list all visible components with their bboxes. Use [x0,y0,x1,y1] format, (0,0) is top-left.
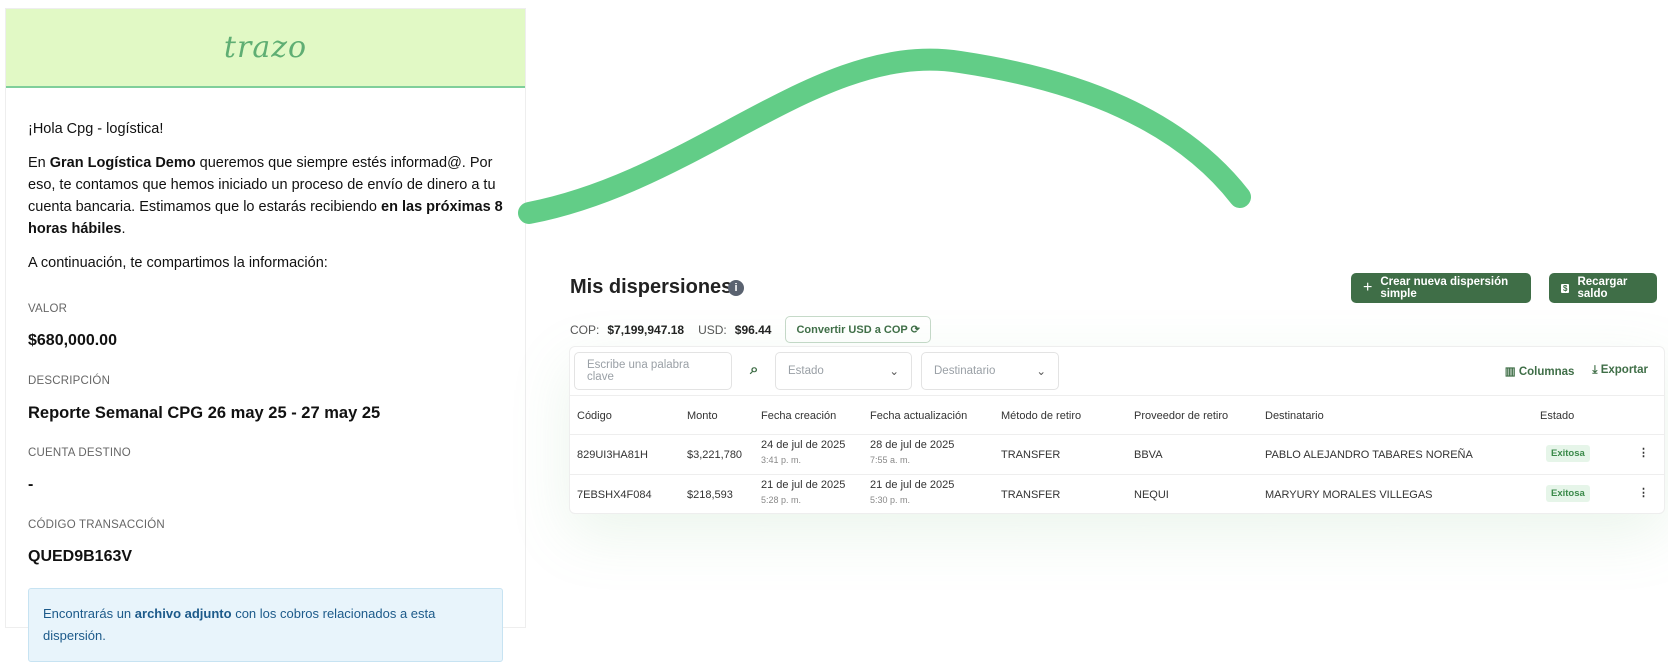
cell-proveedor: BBVA [1134,449,1163,461]
col-header[interactable]: Fecha creación [761,410,837,422]
cell-creacion: 21 de jul de 2025 5:28 p. m. [761,479,846,505]
search-input[interactable]: Escribe una palabra clave [574,352,732,390]
cell-monto: $218,593 [687,489,733,501]
field-label: VALOR [28,303,68,315]
field-label: DESCRIPCIÓN [28,375,111,387]
col-header[interactable]: Código [577,410,612,422]
page-title: Mis dispersiones [570,276,733,298]
more-options-icon[interactable]: ⋮ [1638,487,1649,499]
balances: COP: $7,199,947.18 USD: $96.44 Convertir U… [570,316,931,343]
create-dispersion-button[interactable]: + Crear nueva dispersión simple [1351,273,1531,303]
decorative-curve [518,48,1251,224]
col-header[interactable]: Proveedor de retiro [1134,410,1229,422]
cell-destinatario: PABLO ALEJANDRO TABARES NOREÑA [1265,449,1473,461]
search-icon[interactable]: ⌕ [750,361,759,378]
col-header[interactable]: Método de retiro [1001,410,1082,422]
cell-metodo: TRANSFER [1001,449,1061,461]
status-badge: Exitosa [1546,445,1590,462]
cell-monto: $3,221,780 [687,449,743,461]
col-header[interactable]: Monto [687,410,718,422]
field-value: Reporte Semanal CPG 26 may 25 - 27 may 2… [28,404,381,422]
col-header[interactable]: Estado [1540,410,1575,422]
greeting: ¡Hola Cpg - logística! [28,121,164,137]
trazo-logo: trazo [223,30,308,65]
columns-icon: ▥ [1504,366,1516,378]
field-value: - [28,476,34,493]
dispersions-table: Escribe una palabra clave ⌕ Estado ⌄ Dest… [569,346,1665,514]
convert-usd-button[interactable]: Convertir USD a COP ⟳ [785,316,931,343]
table-row[interactable]: 7EBSHX4F084 $218,593 21 de jul de 2025 5:… [570,475,1664,514]
table-row[interactable]: 829UI3HA81H $3,221,780 24 de jul de 2025… [570,435,1664,474]
chevron-down-icon: ⌄ [1036,366,1046,378]
field-label: CUENTA DESTINO [28,447,131,459]
destinatario-filter[interactable]: Destinatario ⌄ [921,352,1059,390]
info-icon[interactable]: i [728,280,744,296]
intro-text: En Gran Logística Demo queremos que siem… [28,155,503,237]
col-header[interactable]: Fecha actualización [870,410,968,422]
cell-creacion: 24 de jul de 2025 3:41 p. m. [761,439,846,465]
exchange-icon: ⟳ [910,324,920,336]
email-header: trazo [6,9,525,88]
columns-button[interactable]: ▥ Columnas [1504,366,1575,378]
col-header[interactable]: Destinatario [1265,410,1324,422]
cell-proveedor: NEQUI [1134,489,1169,501]
download-icon: ⤓ [1592,364,1598,376]
cell-destinatario: MARYURY MORALES VILLEGAS [1265,489,1433,501]
cash-icon: $ [1561,283,1570,293]
more-options-icon[interactable]: ⋮ [1638,447,1649,459]
cell-codigo: 7EBSHX4F084 [577,489,652,501]
status-badge: Exitosa [1546,485,1590,502]
field-value: QUED9B163V [28,548,133,565]
chevron-down-icon: ⌄ [889,366,899,378]
field-value: $680,000.00 [28,332,117,349]
cell-metodo: TRANSFER [1001,489,1061,501]
estado-filter[interactable]: Estado ⌄ [775,352,912,390]
cell-actualizacion: 28 de jul de 2025 7:55 a. m. [870,439,955,465]
plus-icon: + [1363,279,1373,296]
reload-balance-button[interactable]: $ Recargar saldo [1549,273,1657,303]
cell-codigo: 829UI3HA81H [577,449,648,461]
dispersions-panel: Mis dispersiones i + Crear nueva dispersi… [560,260,1668,560]
field-label: CÓDIGO TRANSACCIÓN [28,519,165,531]
continue-text: A continuación, te compartimos la inform… [28,255,328,271]
cell-actualizacion: 21 de jul de 2025 5:30 p. m. [870,479,955,505]
export-button[interactable]: ⤓ Exportar [1592,364,1648,376]
